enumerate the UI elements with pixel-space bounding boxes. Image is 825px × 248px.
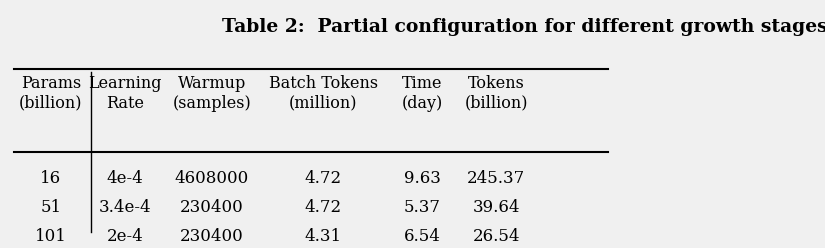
Text: Tokens: Tokens bbox=[468, 75, 525, 92]
Text: Learning: Learning bbox=[88, 75, 162, 92]
Text: Partial configuration for different growth stages.: Partial configuration for different grow… bbox=[311, 18, 825, 36]
Text: Params: Params bbox=[21, 75, 81, 92]
Text: (billion): (billion) bbox=[464, 95, 528, 112]
Text: Rate: Rate bbox=[106, 95, 144, 112]
Text: 101: 101 bbox=[35, 228, 67, 245]
Text: Table 2:: Table 2: bbox=[222, 18, 311, 36]
Text: 4.72: 4.72 bbox=[304, 170, 342, 187]
Text: Warmup: Warmup bbox=[177, 75, 246, 92]
Text: 51: 51 bbox=[40, 199, 61, 216]
Text: 5.37: 5.37 bbox=[403, 199, 441, 216]
Text: (day): (day) bbox=[402, 95, 443, 112]
Text: 16: 16 bbox=[40, 170, 61, 187]
Text: 4608000: 4608000 bbox=[175, 170, 249, 187]
Text: 245.37: 245.37 bbox=[467, 170, 526, 187]
Text: 3.4e-4: 3.4e-4 bbox=[99, 199, 152, 216]
Text: 4e-4: 4e-4 bbox=[106, 170, 144, 187]
Text: 4.72: 4.72 bbox=[304, 199, 342, 216]
Text: 2e-4: 2e-4 bbox=[106, 228, 144, 245]
Text: 9.63: 9.63 bbox=[403, 170, 441, 187]
Text: Time: Time bbox=[402, 75, 442, 92]
Text: (samples): (samples) bbox=[172, 95, 251, 112]
Text: 39.64: 39.64 bbox=[473, 199, 521, 216]
Text: 230400: 230400 bbox=[180, 228, 243, 245]
Text: 4.31: 4.31 bbox=[304, 228, 342, 245]
Text: Batch Tokens: Batch Tokens bbox=[269, 75, 378, 92]
Text: 26.54: 26.54 bbox=[473, 228, 521, 245]
Text: (billion): (billion) bbox=[19, 95, 83, 112]
Text: 6.54: 6.54 bbox=[403, 228, 441, 245]
Text: 230400: 230400 bbox=[180, 199, 243, 216]
Text: (million): (million) bbox=[289, 95, 357, 112]
